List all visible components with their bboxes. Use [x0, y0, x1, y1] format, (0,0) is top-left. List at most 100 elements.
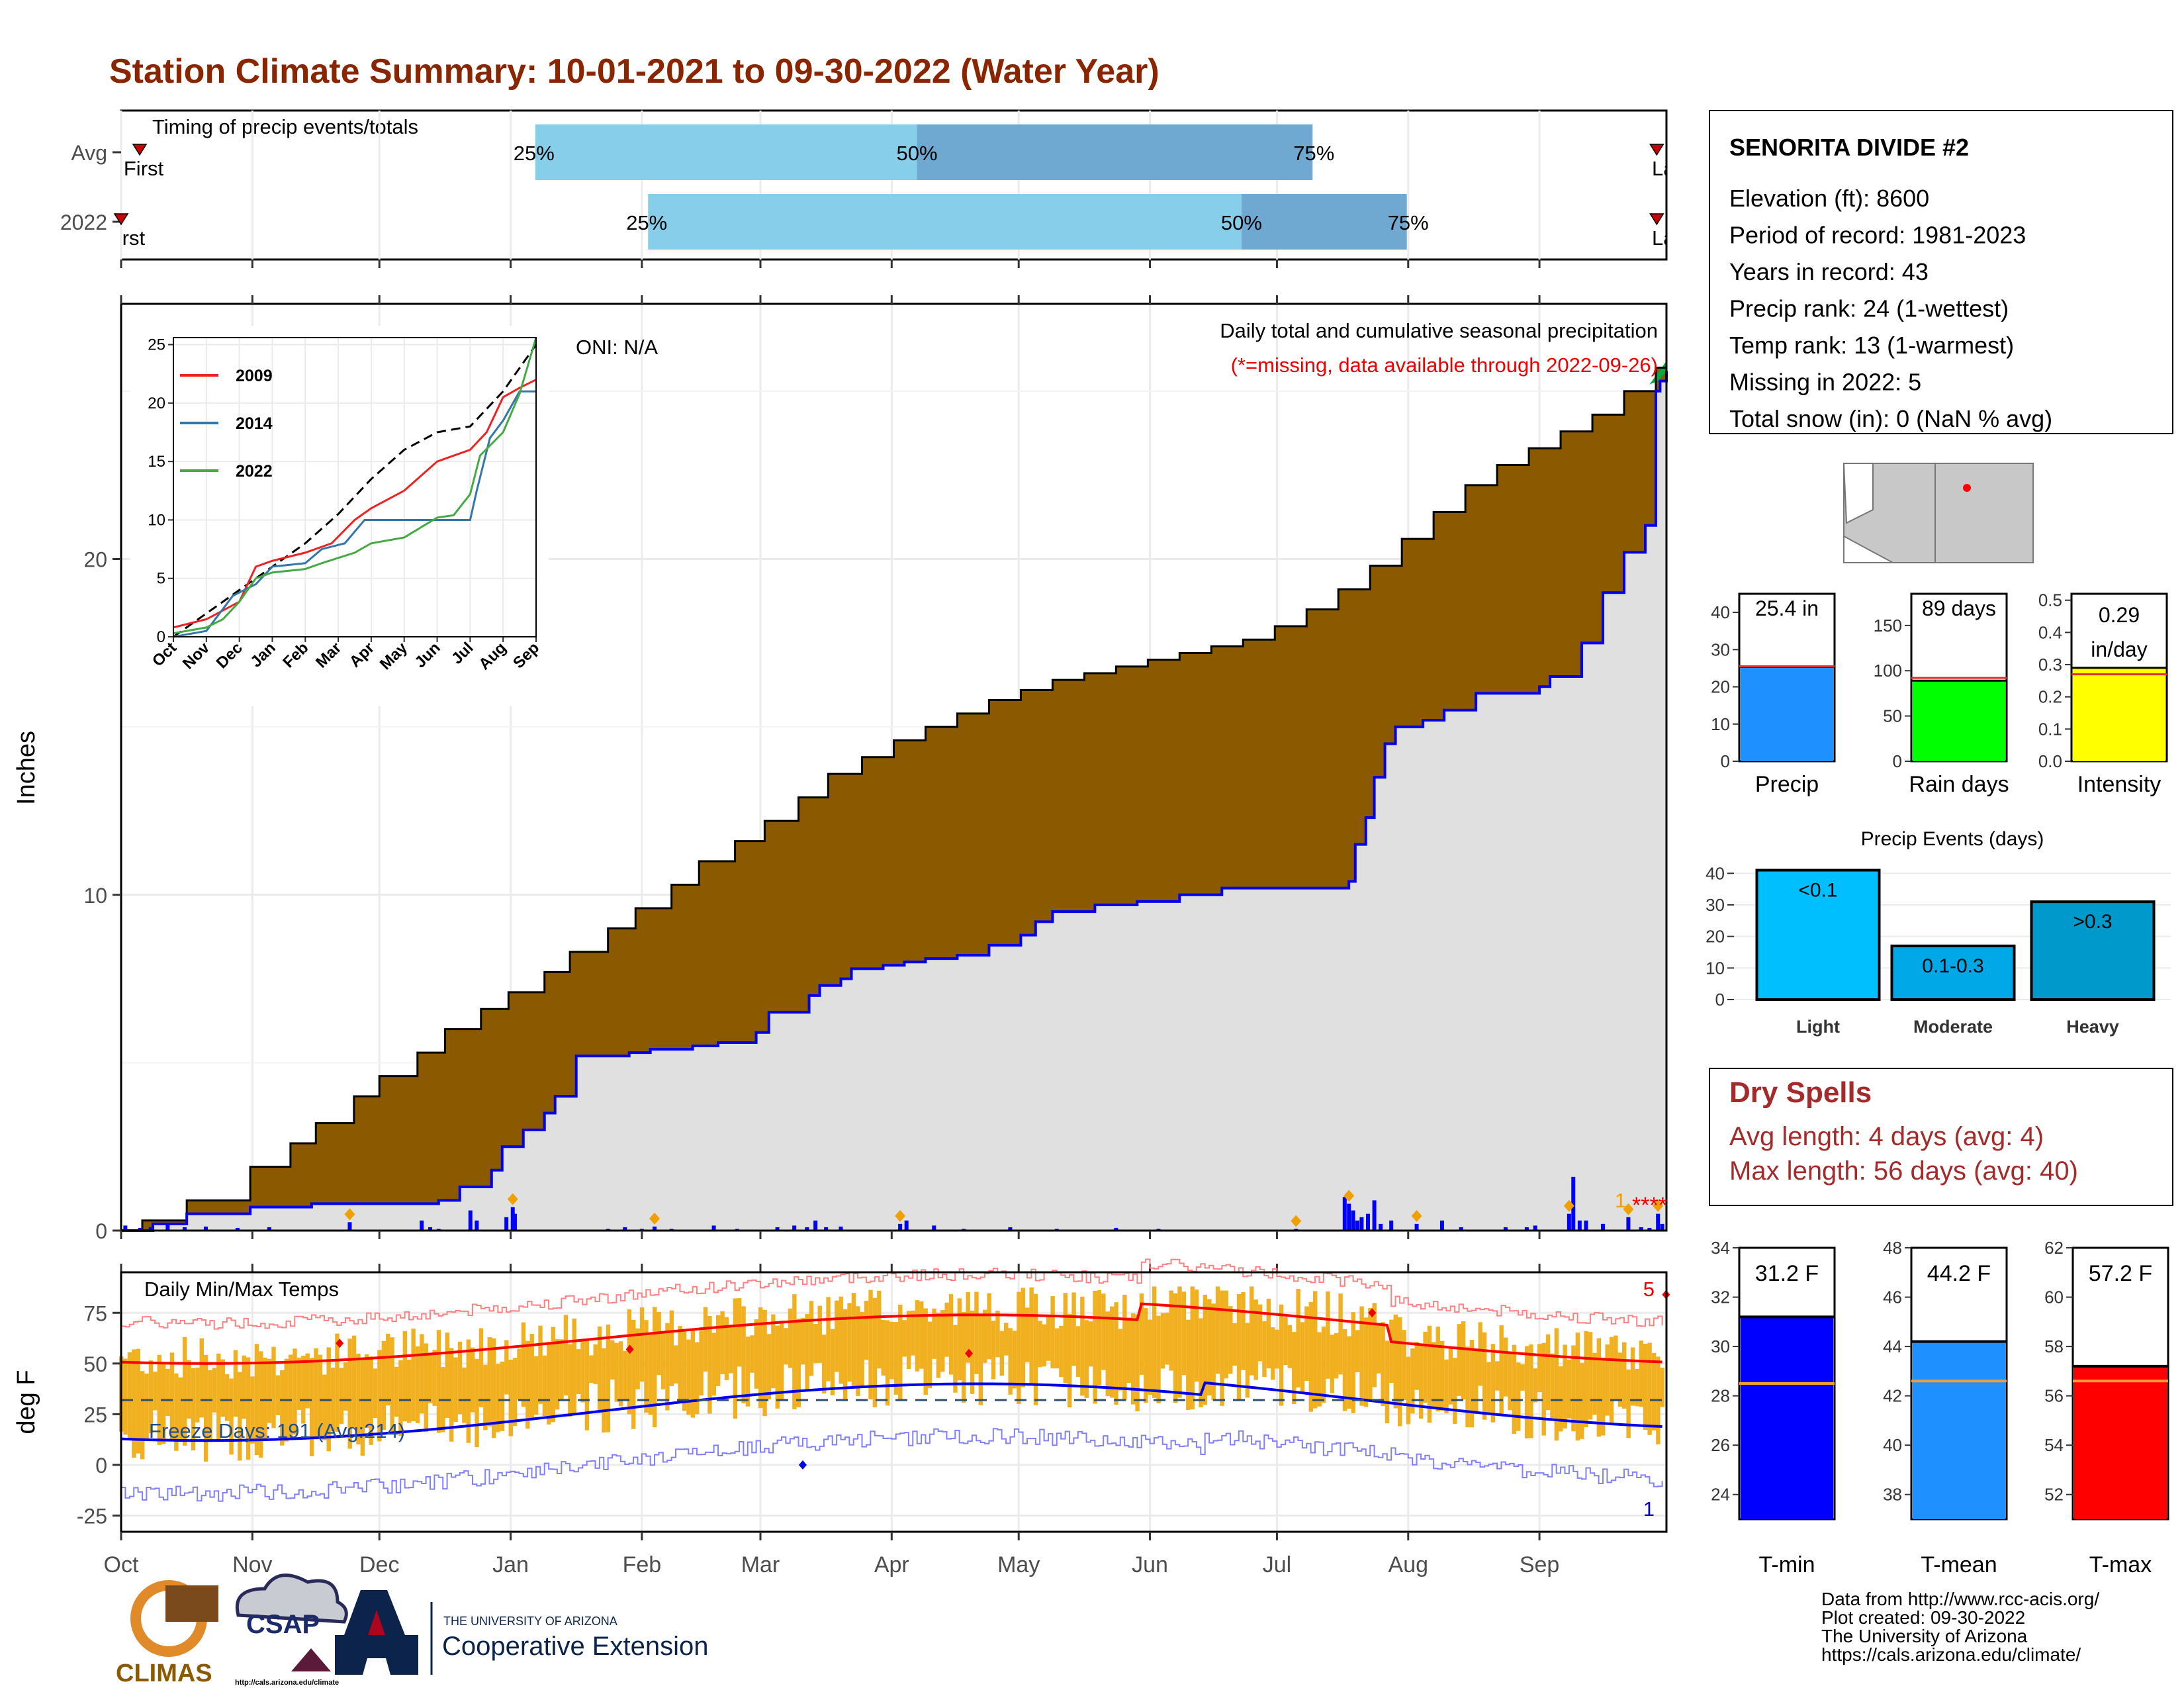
daily-temp-range-bar	[800, 1317, 805, 1365]
daily-temp-range-bar	[457, 1341, 463, 1415]
daily-temp-range-bar	[1630, 1347, 1635, 1406]
daily-temp-range-bar	[1181, 1291, 1187, 1376]
timing-panel: Timing of precip events/totals Avg 25% 50%…	[60, 109, 1691, 261]
daily-precip-bar	[510, 1207, 515, 1231]
daily-temp-range-bar	[229, 1378, 234, 1455]
ua-logo: THE UNIVERSITY OF ARIZONA Cooperative Ex…	[335, 1590, 708, 1675]
daily-temp-range-bar	[970, 1310, 975, 1394]
station-info-line: Period of record: 1981-2023	[1729, 222, 2026, 249]
daily-temp-range-bar	[1609, 1336, 1614, 1425]
daily-temp-range-bar	[309, 1358, 314, 1456]
daily-temp-range-bar	[1126, 1317, 1131, 1383]
temp-summary-bar-t-min	[1741, 1317, 1833, 1519]
avg-high-line	[120, 1302, 1662, 1365]
daily-temp-range-bar	[165, 1368, 170, 1416]
summary-bar-name: Intensity	[2077, 772, 2161, 797]
daily-temp-range-bar	[1194, 1289, 1199, 1382]
daily-temp-range-bar	[1554, 1328, 1559, 1441]
daily-temp-range-bar	[1397, 1317, 1402, 1427]
temp-summary-name: T-min	[1759, 1552, 1815, 1577]
daily-precip-bar	[824, 1227, 829, 1231]
daily-temp-range-bar	[411, 1329, 416, 1421]
summary-tick-label: 0.2	[2038, 687, 2062, 707]
daily-precip-bar	[1660, 1223, 1664, 1231]
daily-temp-range-bar	[627, 1309, 632, 1415]
oni-label: ONI: N/A	[576, 336, 658, 359]
daily-temp-range-bar	[1114, 1302, 1118, 1405]
daily-temp-range-bar	[953, 1325, 958, 1393]
daily-temp-range-bar	[889, 1321, 894, 1380]
daily-temp-range-bar	[1093, 1291, 1097, 1404]
daily-temp-range-bar	[1601, 1358, 1606, 1436]
daily-temp-range-bar	[1614, 1335, 1618, 1401]
daily-temp-range-bar	[1541, 1342, 1546, 1436]
daily-temp-range-bar	[1097, 1290, 1102, 1385]
daily-temp-range-bar	[390, 1337, 394, 1434]
daily-temp-range-bar	[1177, 1286, 1182, 1398]
daily-temp-range-bar	[1622, 1342, 1627, 1409]
daily-temp-range-bar	[1130, 1313, 1136, 1405]
daily-temp-range-bar	[1228, 1306, 1233, 1374]
daily-temp-range-bar	[220, 1359, 225, 1417]
daily-temp-range-bar	[635, 1328, 640, 1389]
daily-temp-range-bar	[1220, 1290, 1224, 1406]
daily-temp-range-bar	[1626, 1369, 1631, 1438]
daily-precip-bar	[347, 1222, 352, 1231]
daily-precip-bar	[138, 1227, 142, 1231]
daily-temp-range-bar	[703, 1307, 708, 1372]
daily-temp-range-bar	[1567, 1359, 1572, 1419]
daily-temp-range-bar	[263, 1358, 267, 1440]
events-bar-label: 0.1-0.3	[1922, 955, 1983, 977]
daily-temp-range-bar	[322, 1374, 327, 1440]
daily-temp-range-bar	[762, 1309, 767, 1417]
daily-precip-bar	[711, 1225, 716, 1231]
daily-temp-range-bar	[1245, 1323, 1250, 1398]
month-tick-label: Jul	[1263, 1552, 1291, 1577]
daily-temp-range-bar	[529, 1334, 534, 1419]
daily-temp-range-bar	[1144, 1308, 1148, 1403]
timing-first-marker	[132, 144, 148, 156]
daily-temp-range-bar	[169, 1352, 175, 1442]
daily-precip-bar	[475, 1220, 479, 1231]
timing-last-label: Last	[1652, 226, 1691, 250]
temp-summary-name: T-mean	[1921, 1552, 1997, 1577]
temp-summary-value-label: 57.2 F	[2089, 1261, 2152, 1286]
daily-temp-range-bar	[983, 1309, 987, 1363]
events-category-label: Heavy	[2066, 1017, 2119, 1037]
timing-first-label: First	[124, 157, 164, 180]
daily-temp-range-bar	[1080, 1296, 1085, 1396]
daily-temp-range-bar	[1545, 1334, 1551, 1411]
daily-temp-range-bar	[741, 1306, 746, 1404]
daily-temp-range-bar	[1639, 1340, 1644, 1407]
main-caption: Daily total and cumulative seasonal prec…	[1220, 319, 1658, 342]
daily-temp-range-bar	[915, 1300, 920, 1372]
daily-temp-range-bar	[365, 1354, 369, 1428]
summary-tick-label: 20	[1711, 677, 1730, 697]
daily-temp-range-bar	[610, 1340, 615, 1380]
footer-line: The University of Arizona	[1821, 1626, 2028, 1646]
daily-temp-range-bar	[568, 1344, 572, 1417]
daily-temp-range-bar	[305, 1353, 310, 1409]
daily-precip-bar	[1347, 1203, 1351, 1231]
daily-temp-range-bar	[1435, 1327, 1440, 1412]
daily-temp-range-bar	[1029, 1287, 1034, 1385]
daily-temp-range-bar	[1241, 1291, 1246, 1370]
summary-bar-rain-days	[1913, 680, 2005, 761]
daily-temp-range-bar	[1109, 1306, 1115, 1398]
footer: CLIMAS CSAP http://cals.arizona.edu/clim…	[116, 1573, 2099, 1687]
record-low-count: 1	[1643, 1497, 1655, 1521]
daily-temp-range-bar	[140, 1371, 145, 1460]
daily-temp-range-bar	[504, 1340, 509, 1395]
daily-temp-range-bar	[254, 1344, 259, 1456]
temp-summary-tick-label: 58	[2044, 1336, 2064, 1356]
daily-precip-bar	[512, 1213, 517, 1231]
daily-temp-range-bar	[144, 1374, 149, 1439]
daily-precip-bar	[932, 1225, 936, 1231]
record-low-line	[121, 1428, 1663, 1502]
daily-temp-range-bar	[674, 1345, 678, 1384]
daily-temp-range-bar	[1232, 1323, 1237, 1366]
daily-temp-range-bar	[576, 1349, 581, 1395]
daily-temp-range-bar	[1402, 1330, 1406, 1401]
month-tick-label: Mar	[741, 1552, 780, 1577]
missing-count: 1	[1615, 1189, 1626, 1212]
